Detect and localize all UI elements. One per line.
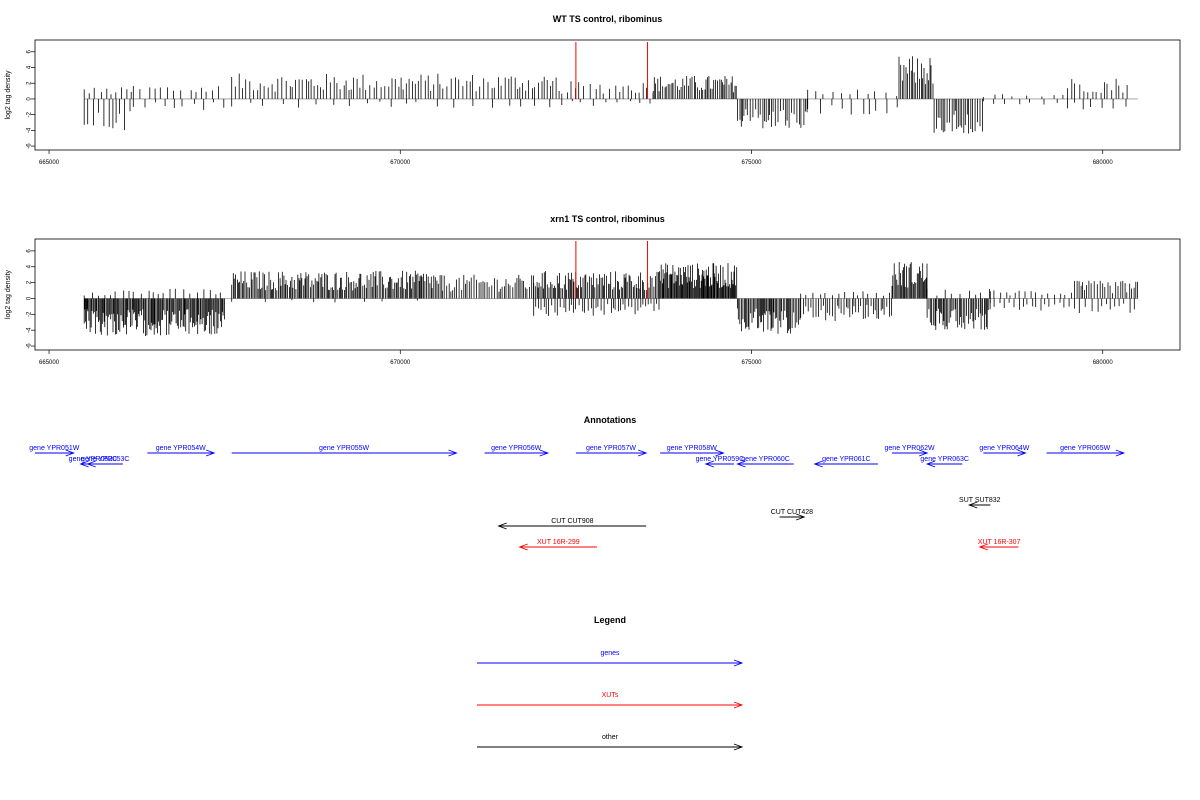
arrow-head <box>918 449 929 457</box>
y-tick-label: -6 <box>27 343 33 349</box>
y-tick-label: 2 <box>27 280 33 284</box>
y-tick-label: 2 <box>27 81 33 85</box>
density-panel-wt: WT TS control, ribominus log2 tag density… <box>5 14 1181 166</box>
y-tick-label: 4 <box>27 264 33 268</box>
x-tick-label: 675000 <box>741 360 762 366</box>
feature-label: gene YPR055W <box>319 445 369 452</box>
feature-label: gene YPR056W <box>491 445 541 452</box>
x-tick-label: 665000 <box>39 160 60 166</box>
arrow-head <box>736 460 746 468</box>
feature-label: XUT 16R-307 <box>978 539 1021 546</box>
density-panel-xrn1: xrn1 TS control, ribominus log2 tag densi… <box>5 214 1181 366</box>
y-tick-label: 0 <box>27 97 33 101</box>
x-tick-label: 680000 <box>1093 360 1114 366</box>
feature-label: gene YPR062W <box>885 445 935 452</box>
feature-label: gene YPR061C <box>822 456 871 463</box>
arrow-head <box>715 449 725 457</box>
panel-title: WT TS control, ribominus <box>553 14 663 24</box>
x-tick-label: 680000 <box>1093 160 1114 166</box>
arrow-head <box>813 460 823 468</box>
y-tick-label: 6 <box>27 49 33 53</box>
legend-entry-label: XUTs <box>602 692 619 699</box>
annotations-title: Annotations <box>584 415 637 425</box>
arrow-head <box>796 513 806 521</box>
y-axis-label: log2 tag density <box>5 70 12 120</box>
feature-label: SUT SUT832 <box>959 497 1001 504</box>
y-tick-label: -2 <box>27 311 33 317</box>
feature-label: CUT CUT428 <box>771 509 813 516</box>
legend-entry-label: genes <box>600 650 620 657</box>
arrow-head <box>497 522 507 530</box>
feature-label: gene YPR054W <box>156 445 206 452</box>
y-tick-label: 6 <box>27 249 33 253</box>
x-tick-label: 670000 <box>390 160 411 166</box>
arrow-head <box>539 449 550 457</box>
arrow-head <box>86 460 96 468</box>
x-tick-label: 670000 <box>390 360 411 366</box>
arrow-head <box>448 449 458 457</box>
feature-label: CUT CUT908 <box>551 518 593 525</box>
arrow-head <box>205 449 216 457</box>
feature-label: gene YPR057W <box>586 445 636 452</box>
y-tick-label: 4 <box>27 65 33 69</box>
feature-label: gene YPR059C <box>696 456 745 463</box>
arrow-head <box>65 449 75 457</box>
feature-label: gene YPR052C <box>69 456 118 463</box>
arrow-head <box>1017 449 1027 457</box>
y-tick-label: -4 <box>27 127 33 133</box>
arrow-head <box>1115 449 1126 457</box>
x-tick-label: 665000 <box>39 360 60 366</box>
arrow-head <box>518 543 528 551</box>
y-tick-label: -4 <box>27 327 33 333</box>
plot-frame <box>34 238 1181 351</box>
arrow-head <box>978 543 988 551</box>
arrow-head <box>733 701 744 709</box>
feature-label: gene YPR064W <box>979 445 1029 452</box>
feature-label: gene YPR058W <box>667 445 717 452</box>
legend-title: Legend <box>594 615 626 625</box>
legend-entry-label: other <box>602 734 619 741</box>
panel-title: xrn1 TS control, ribominus <box>550 214 665 224</box>
arrow-head <box>967 501 978 509</box>
plot-frame <box>34 39 1181 151</box>
arrow-head <box>925 460 936 468</box>
x-tick-label: 675000 <box>741 160 762 166</box>
y-tick-label: 0 <box>27 296 33 300</box>
arrow-head <box>733 743 744 751</box>
y-tick-label: -2 <box>27 111 33 117</box>
feature-label: gene YPR060C <box>741 456 790 463</box>
arrow-head <box>637 449 648 457</box>
feature-label: gene YPR051W <box>29 445 79 452</box>
arrow-head <box>79 460 89 468</box>
arrow-head <box>733 659 744 667</box>
y-axis-label: log2 tag density <box>5 269 12 319</box>
feature-label: XUT 16R-299 <box>537 539 580 546</box>
feature-label: gene YPR053C <box>81 456 130 463</box>
arrow-head <box>704 460 715 468</box>
y-tick-label: -6 <box>27 143 33 149</box>
feature-label: gene YPR065W <box>1060 445 1110 452</box>
legend-panel: Legend genes XUTs other <box>477 615 744 751</box>
feature-label: gene YPR063C <box>920 456 969 463</box>
